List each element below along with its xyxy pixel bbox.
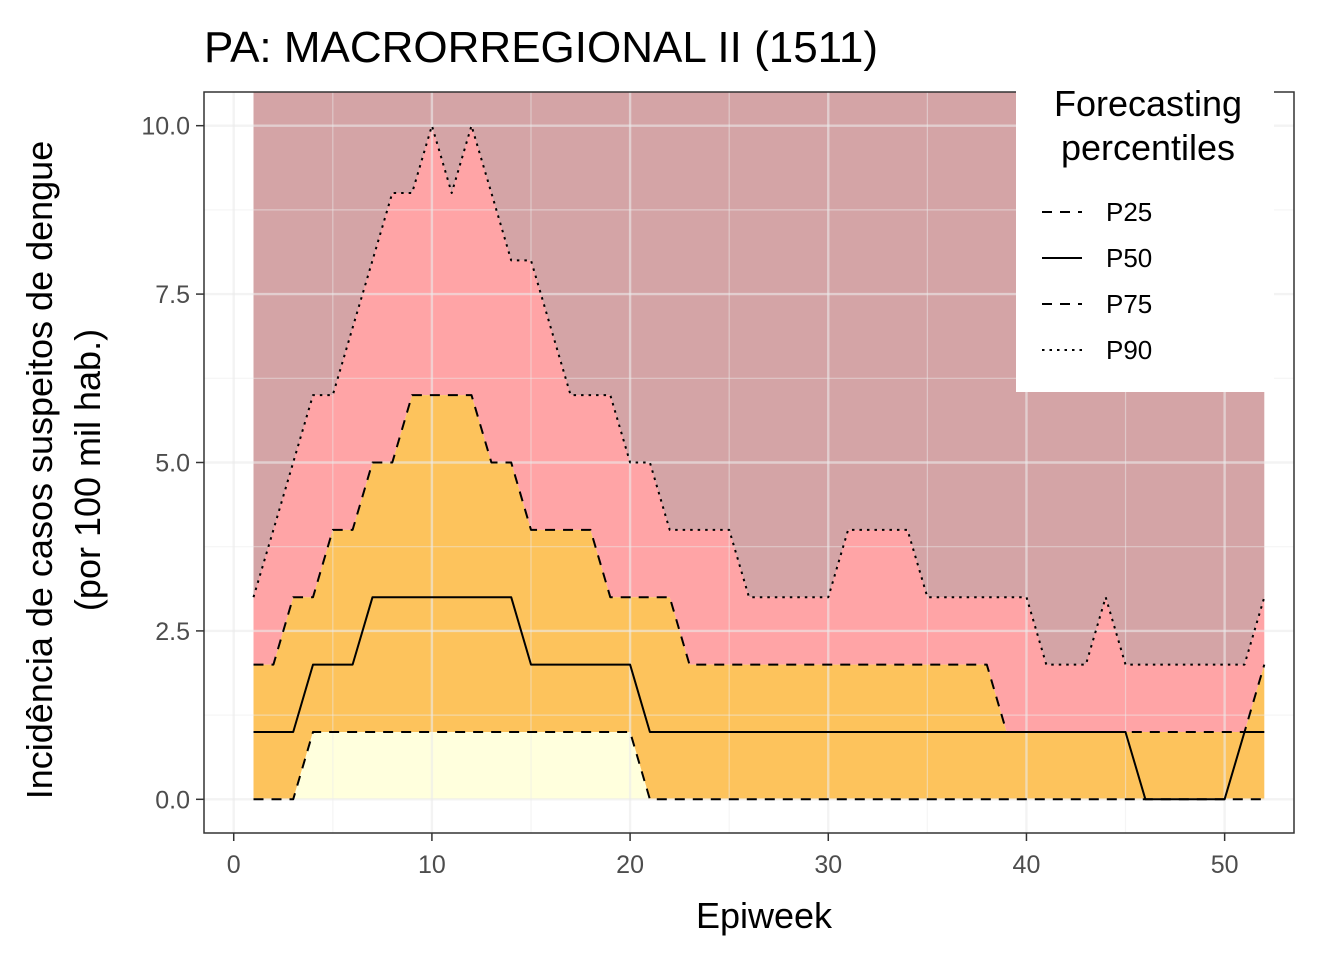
line-p75: [253, 394, 1266, 733]
y-axis-title: Incidência de casos suspeitos de dengue …: [19, 141, 108, 799]
legend-items: P25 P50 P75 P90: [1042, 197, 1152, 365]
y-tick-label: 5.0: [155, 450, 190, 478]
chart-title: PA: MACRORREGIONAL II (1511): [204, 23, 878, 72]
line-p90: [252, 124, 1266, 666]
legend-background: [1016, 72, 1274, 392]
x-tick-label: 10: [418, 851, 446, 879]
line-p50: [253, 596, 1265, 801]
x-tick-label: 50: [1211, 851, 1239, 879]
y-tick-label: 7.5: [155, 281, 190, 309]
y-tick-label: 10.0: [141, 113, 190, 141]
percentile-lines: [252, 124, 1266, 801]
legend-item-p90: P90: [1042, 335, 1152, 365]
y-tick-label: 0.0: [155, 786, 190, 814]
band-below-p25: [253, 732, 1265, 800]
x-axis-title: Epiweek: [696, 895, 833, 936]
x-axis: 0 10 20 30 40 50: [227, 833, 1239, 879]
x-tick-label: 20: [616, 851, 644, 879]
x-tick-label: 0: [227, 851, 241, 879]
legend-item-p75: P75: [1042, 289, 1152, 319]
band-p25-p75: [253, 395, 1265, 800]
legend-label: P50: [1106, 243, 1152, 273]
legend-label: P25: [1106, 197, 1152, 227]
band-p75-p90: [253, 125, 1265, 732]
legend-item-p50: P50: [1042, 243, 1152, 273]
legend-title-line-2: percentiles: [1061, 127, 1235, 168]
legend: Forecasting percentiles P25 P50 P75 P90: [1016, 72, 1274, 392]
y-axis-title-line-2: (por 100 mil hab.): [67, 329, 108, 611]
x-tick-label: 30: [814, 851, 842, 879]
legend-label: P75: [1106, 289, 1152, 319]
y-tick-label: 2.5: [155, 618, 190, 646]
line-p25: [253, 731, 1265, 801]
legend-title-line-1: Forecasting: [1054, 83, 1242, 124]
y-axis-title-line-1: Incidência de casos suspeitos de dengue: [19, 141, 60, 799]
x-tick-label: 40: [1013, 851, 1041, 879]
y-axis: 0.0 2.5 5.0 7.5 10.0: [141, 113, 204, 814]
legend-item-p25: P25: [1042, 197, 1152, 227]
legend-label: P90: [1106, 335, 1152, 365]
